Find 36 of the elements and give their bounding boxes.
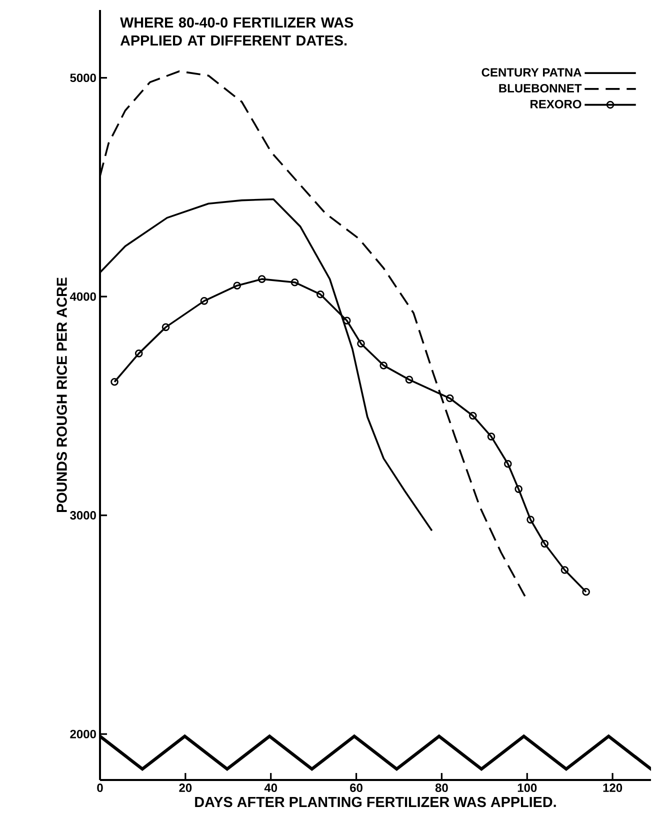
point bbox=[504, 460, 512, 468]
y-tick-label: 5000 bbox=[70, 74, 96, 82]
y-tick-label: 2000 bbox=[70, 730, 96, 738]
point bbox=[233, 282, 242, 290]
y-tick-label: 3000 bbox=[70, 511, 96, 520]
point bbox=[162, 323, 170, 332]
point bbox=[200, 297, 208, 305]
point bbox=[446, 394, 454, 402]
point bbox=[514, 485, 522, 493]
x-tick-label: 0 bbox=[97, 784, 103, 792]
point bbox=[342, 316, 351, 325]
point bbox=[560, 566, 569, 574]
point bbox=[380, 362, 388, 370]
legend-label: REXORO bbox=[530, 100, 582, 108]
point bbox=[357, 340, 365, 348]
y-tick-label: 4000 bbox=[70, 292, 96, 301]
point bbox=[290, 278, 299, 286]
point bbox=[134, 350, 143, 358]
point bbox=[316, 290, 324, 298]
point bbox=[526, 516, 534, 524]
x-tick-label: 60 bbox=[350, 784, 362, 792]
point bbox=[540, 540, 549, 548]
x-tick-label: 40 bbox=[264, 784, 278, 792]
point bbox=[487, 432, 496, 440]
x-tick-label: 80 bbox=[435, 784, 448, 792]
point bbox=[405, 376, 414, 384]
x-axis-title: DAYS AFTER PLANTING FERTILIZER WAS APPLIED. bbox=[195, 796, 556, 808]
point bbox=[468, 412, 477, 420]
legend-label: BLUEBONNET bbox=[499, 84, 582, 92]
y-axis-title: POUNDS ROUGH RICE PER ACRE bbox=[56, 278, 67, 512]
legend-label: CENTURY PATNA bbox=[482, 68, 582, 77]
x-tick-label: 20 bbox=[179, 784, 192, 792]
point bbox=[258, 275, 266, 283]
text: WHERE 80-40-0 FERTILIZER WAS APPLIED AT DIFFERENT DATES. bbox=[120, 17, 354, 46]
x-tick-label: 120 bbox=[603, 784, 622, 792]
x-tick-label: 100 bbox=[518, 784, 537, 792]
